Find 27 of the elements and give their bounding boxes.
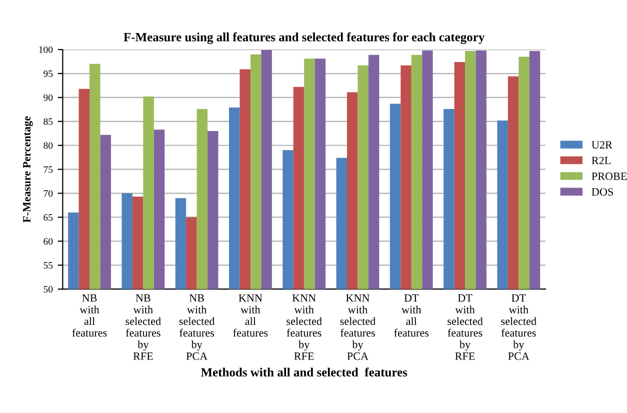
y-tick-label: 65 — [44, 214, 53, 221]
legend-label: DOS — [592, 188, 613, 196]
legend-label: U2R — [592, 141, 612, 149]
y-tick-label: 90 — [44, 94, 53, 101]
y-axis-title: F-Measure Percentage — [23, 116, 33, 222]
x-tick-label: NB with selected features by RFE — [126, 294, 161, 360]
y-tick-label: 95 — [44, 70, 53, 77]
x-tick-label: DT with all features — [394, 294, 429, 337]
x-axis-title: Methods with all and selected features — [200, 368, 408, 377]
x-tick-label: DT with selected features by PCA — [501, 294, 536, 360]
y-tick-label: 100 — [39, 46, 53, 54]
x-tick-label: KNN with selected features by PCA — [340, 294, 376, 360]
x-tick-label: NB with all features — [72, 294, 107, 337]
x-tick-label: NB with selected features by PCA — [179, 294, 215, 360]
y-tick-label: 70 — [44, 190, 53, 197]
y-tick-label: 60 — [44, 238, 53, 245]
legend-label: PROBE — [592, 172, 627, 180]
y-tick-label: 75 — [44, 166, 53, 173]
y-tick-label: 85 — [44, 118, 53, 125]
x-tick-label: KNN with all features — [233, 294, 268, 337]
y-tick-label: 55 — [44, 262, 53, 269]
chart-title: F-Measure using all features and selected features for each category — [124, 32, 485, 44]
y-tick-label: 80 — [44, 142, 53, 149]
x-tick-label: DT with selected features by RFE — [448, 294, 483, 360]
legend-label: R2L — [592, 156, 611, 164]
y-tick-label: 50 — [44, 286, 53, 293]
x-tick-label: KNN with selected features by RFE — [286, 294, 322, 360]
